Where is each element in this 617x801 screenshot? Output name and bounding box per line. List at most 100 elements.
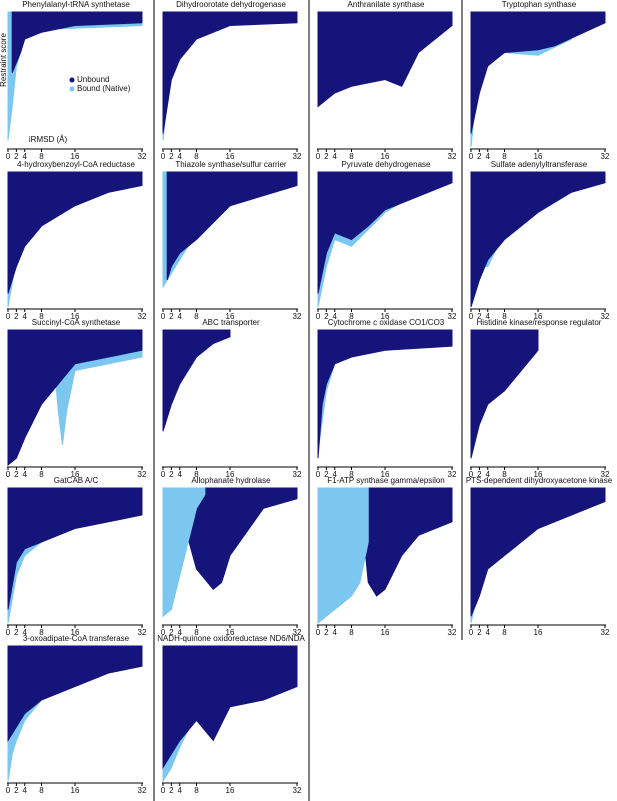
x-tick-label: 2 [14,786,19,795]
x-tick-label: 32 [293,628,302,637]
x-tick-label: 16 [226,786,235,795]
panel-title: PTS-dependent dihydroxyacetone kinase [466,476,613,485]
x-tick-label: 2 [324,628,329,637]
x-tick-label: 0 [469,470,474,479]
legend-swatch [69,77,75,83]
point-cloud [7,645,143,743]
x-tick-label: 2 [169,628,174,637]
x-tick-label: 8 [194,470,199,479]
point-cloud [7,487,143,610]
point-cloud [162,329,231,432]
x-tick-label: 32 [293,152,302,161]
x-tick-label: 2 [14,312,19,321]
panel-title: Allophanate hydrolase [191,476,271,485]
x-tick-label: 16 [534,312,543,321]
panel-title: 3-oxoadipate-CoA transferase [23,634,130,643]
x-tick-label: 2 [477,152,482,161]
x-tick-label: 0 [316,628,321,637]
x-tick-label: 4 [23,628,28,637]
x-tick-label: 8 [349,628,354,637]
x-tick-label: 8 [194,312,199,321]
x-tick-label: 32 [138,312,147,321]
x-tick-label: 16 [381,152,390,161]
x-tick-label: 32 [448,312,457,321]
x-tick-label: 0 [161,786,166,795]
x-tick-label: 0 [6,628,11,637]
panel-title: Thiazole synthase/sulfur carrier [175,160,286,169]
x-tick-label: 0 [316,312,321,321]
x-tick-label: 4 [486,628,491,637]
panel-title: GatCAB A/C [54,476,99,485]
x-tick-label: 16 [534,470,543,479]
panel-title: Pyruvate dehydrogenase [342,160,432,169]
x-tick-label: 4 [333,312,338,321]
x-tick-label: 16 [71,470,80,479]
x-tick-label: 0 [316,152,321,161]
panel-title: NADH-quinone oxidoreductase ND6/NDA [157,634,305,643]
x-tick-label: 0 [161,628,166,637]
x-tick-label: 32 [448,470,457,479]
x-tick-label: 2 [324,470,329,479]
x-tick-label: 4 [23,312,28,321]
x-tick-label: 16 [534,628,543,637]
x-tick-label: 0 [6,152,11,161]
x-tick-label: 0 [469,628,474,637]
x-tick-label: 0 [469,312,474,321]
x-tick-label: 0 [161,152,166,161]
panel-title: Tryptophan synthase [502,0,577,9]
x-tick-label: 16 [71,786,80,795]
point-cloud [7,329,143,467]
point-cloud [7,171,143,294]
x-tick-label: 0 [469,152,474,161]
legend-label: Bound (Native) [77,84,131,93]
panel-title: Phenylalanyl-tRNA synthetase [22,0,130,9]
x-tick-label: 32 [293,312,302,321]
x-tick-label: 4 [23,470,28,479]
x-tick-label: 16 [226,312,235,321]
point-cloud [470,11,606,134]
point-cloud [11,11,143,73]
x-tick-label: 8 [502,470,507,479]
x-tick-label: 32 [601,312,610,321]
x-tick-label: 2 [14,152,19,161]
x-tick-label: 2 [169,470,174,479]
x-tick-label: 16 [226,470,235,479]
x-tick-label: 4 [23,786,28,795]
x-tick-label: 8 [39,312,44,321]
panel-title: Anthranilate synthase [348,0,425,9]
point-cloud [317,329,453,459]
x-tick-label: 4 [178,628,183,637]
x-tick-label: 32 [293,470,302,479]
point-cloud [317,11,453,108]
x-tick-label: 8 [502,628,507,637]
point-cloud [317,487,369,625]
x-tick-label: 32 [601,470,610,479]
x-tick-label: 32 [138,152,147,161]
x-tick-label: 0 [316,470,321,479]
x-tick-label: 8 [194,152,199,161]
x-tick-label: 16 [226,628,235,637]
x-tick-label: 8 [194,628,199,637]
x-tick-label: 8 [39,628,44,637]
x-tick-label: 4 [23,152,28,161]
point-cloud [162,487,206,618]
x-tick-label: 2 [477,470,482,479]
x-tick-label: 2 [14,470,19,479]
x-tick-label: 16 [381,470,390,479]
x-tick-label: 0 [6,312,11,321]
panel-title: Sulfate adenylyltransferase [491,160,588,169]
x-tick-label: 2 [324,152,329,161]
x-tick-label: 16 [226,152,235,161]
x-tick-label: 16 [71,152,80,161]
legend-swatch [69,86,75,92]
panel-title: 4-hydroxybenzoyl-CoA reductase [17,160,135,169]
x-tick-label: 2 [169,312,174,321]
panel-title: Succinyl-CoA synthetase [32,318,121,327]
x-tick-label: 4 [178,152,183,161]
panel-title: F1-ATP synthase gamma/epsilon [327,476,445,485]
point-cloud [470,487,606,617]
point-cloud [317,171,453,294]
x-tick-label: 4 [486,470,491,479]
x-tick-label: 2 [477,628,482,637]
x-tick-label: 4 [178,786,183,795]
